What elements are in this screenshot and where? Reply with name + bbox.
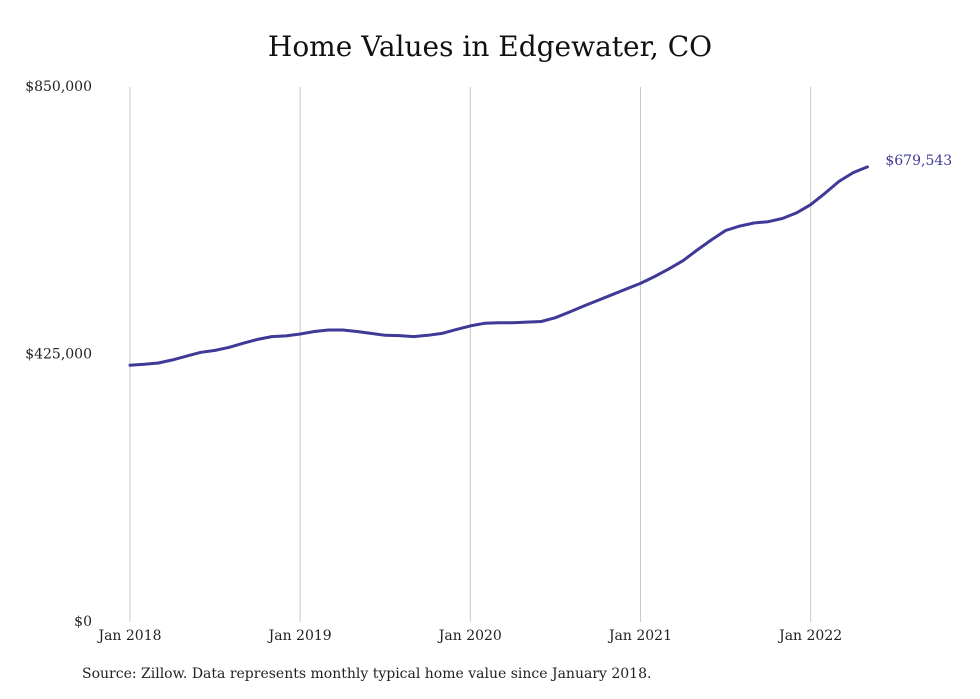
axis-labels: Jan 2018 Jan 2019 Jan 2020 Jan 2021 Jan 2022… [25,79,842,644]
data-point [270,335,274,338]
data-point [497,321,501,325]
data-point [724,229,727,232]
data-point [157,361,160,365]
data-point [766,220,770,223]
data-point [710,238,713,242]
data-point [128,363,132,367]
data-point [483,322,486,325]
data-point [809,203,812,206]
y-tick-label: $850,000 [25,79,92,95]
data-point [185,354,188,358]
data-point [298,332,302,336]
data-point [795,211,798,215]
data-point [554,316,557,320]
data-point [327,328,330,332]
data-point [369,332,373,335]
data-point [539,320,543,323]
data-point [837,180,841,183]
series-layer: $679,543 [128,153,952,367]
data-point [199,351,203,354]
data-point [511,321,515,325]
data-point [341,328,345,332]
series-line [128,165,869,367]
data-point [695,248,699,252]
data-point [582,304,586,308]
data-point [681,259,685,263]
data-point [596,299,600,302]
source-note: Source: Zillow. Data represents monthly … [82,666,652,682]
data-point [866,165,869,169]
end-value-label: $679,543 [885,153,952,169]
data-point [610,293,614,297]
data-point [171,358,174,362]
data-point [284,334,288,338]
data-point [781,217,784,220]
data-point [398,334,401,337]
chart-title: Home Values in Edgewater, CO [267,30,713,63]
data-point [568,310,571,314]
data-point [440,332,444,335]
data-point [851,171,855,174]
data-point [454,328,458,331]
data-point [823,192,827,195]
data-point [752,221,756,225]
data-point [469,324,472,328]
x-tick-label: Jan 2019 [267,628,332,644]
data-point [383,334,387,337]
data-point [242,341,245,345]
y-tick-label: $0 [74,614,92,630]
data-point [667,267,671,271]
data-point [313,330,316,333]
x-tick-label: Jan 2020 [437,628,502,644]
x-tick-label: Jan 2022 [777,628,842,644]
data-point [625,287,628,291]
data-point [639,282,642,285]
data-point [426,334,430,337]
x-tick-label: Jan 2021 [607,628,672,644]
data-point [525,320,529,324]
data-point [213,349,217,352]
x-tick-label: Jan 2018 [96,628,161,644]
data-point [142,363,146,366]
data-point [256,338,259,341]
data-point [653,275,656,278]
data-point [228,346,231,349]
data-point [412,335,415,338]
gridlines [129,87,812,622]
y-tick-label: $425,000 [25,347,92,363]
data-point [738,224,741,228]
data-point [355,330,359,333]
